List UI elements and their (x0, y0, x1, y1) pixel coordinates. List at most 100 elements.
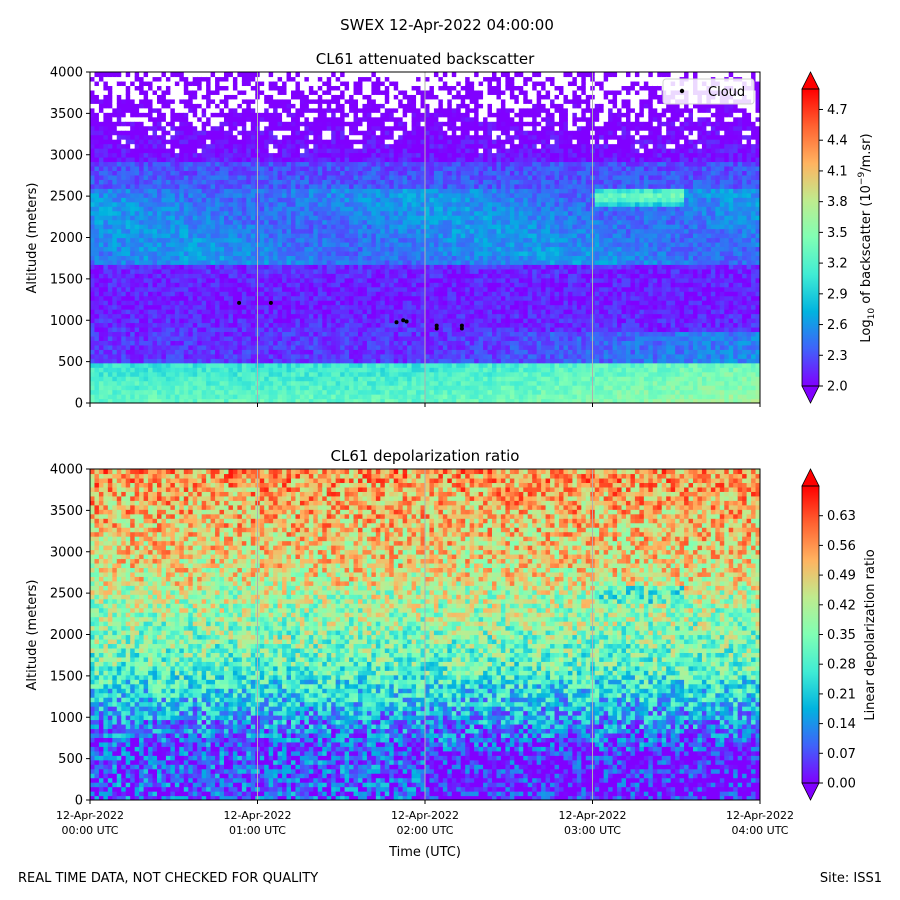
bs-cell (353, 389, 359, 395)
bs-cell (331, 277, 337, 283)
bs-cell (157, 259, 163, 265)
bs-cell (268, 210, 274, 216)
bs-cell (179, 156, 185, 163)
bs-cell (161, 103, 167, 109)
figure-title: SWEX 12-Apr-2022 04:00:00 (340, 16, 554, 34)
bs-cell (174, 268, 180, 274)
bs-cell (107, 268, 113, 274)
bs-cell (313, 183, 319, 189)
bs-cell (237, 331, 243, 337)
bs-cell (308, 130, 314, 136)
bs-cell (291, 148, 297, 154)
bs-cell (299, 224, 305, 230)
bs-cell (215, 192, 221, 198)
bs-cell (286, 107, 292, 113)
bs-cell (237, 125, 243, 131)
bs-cell (299, 362, 305, 368)
bs-cell (326, 85, 332, 91)
bs-cell (366, 304, 372, 310)
bs-cell (380, 94, 386, 100)
bs-cell (143, 89, 149, 95)
bs-cell (161, 255, 167, 261)
bs-cell (112, 143, 118, 149)
bs-cell (349, 224, 355, 230)
bs-cell (313, 233, 319, 239)
bs-cell (250, 174, 256, 180)
bs-cell (152, 224, 158, 230)
bs-cell (282, 112, 288, 118)
bs-cell (219, 237, 225, 243)
bs-cell (268, 121, 274, 127)
bs-cell (94, 389, 100, 395)
bs-cell (264, 98, 270, 104)
bs-cell (304, 273, 310, 279)
bs-cell (125, 215, 131, 221)
bs-cell (179, 246, 185, 252)
bs-cell (326, 179, 332, 185)
bs-cell (277, 107, 283, 113)
bs-cell (362, 179, 368, 185)
bs-cell (344, 130, 350, 136)
bs-cell (201, 148, 207, 154)
bs-cell (304, 358, 310, 364)
bs-cell (291, 335, 297, 341)
bs-cell (317, 228, 323, 234)
bs-cell (344, 371, 350, 377)
bs-cell (291, 112, 297, 118)
bs-cell (161, 349, 167, 355)
bs-cell (353, 192, 359, 198)
bs-cell (90, 143, 96, 149)
bs-cell (112, 380, 118, 386)
bs-cell (139, 215, 145, 221)
bs-cell (139, 224, 145, 230)
bs-cell (174, 85, 180, 91)
bs-cell (215, 98, 221, 104)
bs-cell (340, 201, 346, 207)
bs-cell (224, 313, 230, 319)
bs-cell (197, 295, 203, 301)
bs-cell (139, 72, 145, 78)
bs-cell (250, 228, 256, 234)
bs-cell (134, 152, 140, 158)
bs-cell (362, 353, 368, 359)
bs-cell (250, 85, 256, 91)
bs-cell (264, 130, 270, 136)
bs-cell (353, 286, 359, 292)
bs-cell (268, 282, 274, 288)
bs-cell (210, 80, 216, 87)
bs-cell (219, 277, 225, 283)
bs-cell (273, 273, 279, 279)
bs-cell (313, 264, 319, 270)
bs-cell (366, 318, 372, 324)
bs-cell (121, 228, 127, 234)
bs-cell (98, 116, 104, 122)
bs-cell (134, 179, 140, 185)
bs-cell (161, 139, 167, 145)
bs-cell (197, 394, 203, 400)
bs-cell (170, 376, 176, 382)
bs-cell (375, 219, 381, 225)
bs-cell (384, 268, 390, 274)
bs-cell (264, 380, 270, 386)
bs-cell (139, 130, 145, 136)
bs-cell (90, 139, 96, 145)
bs-cell (291, 291, 297, 297)
bs-cell (197, 371, 203, 377)
bs-cell (157, 241, 163, 248)
bs-cell (125, 201, 131, 207)
bs-cell (286, 103, 292, 109)
bs-cell (375, 291, 381, 297)
bs-cell (148, 335, 154, 341)
bs-cell (286, 358, 292, 364)
bs-cell (259, 313, 265, 319)
bs-cell (277, 237, 283, 243)
bs-cell (121, 125, 127, 131)
bs-cell (170, 107, 176, 113)
bs-cell (344, 376, 350, 382)
bs-cell (98, 224, 104, 230)
bs-cell (308, 89, 314, 95)
bs-cell (161, 125, 167, 131)
bs-cell (362, 273, 368, 279)
bs-cell (125, 309, 131, 315)
bs-cell (282, 264, 288, 270)
